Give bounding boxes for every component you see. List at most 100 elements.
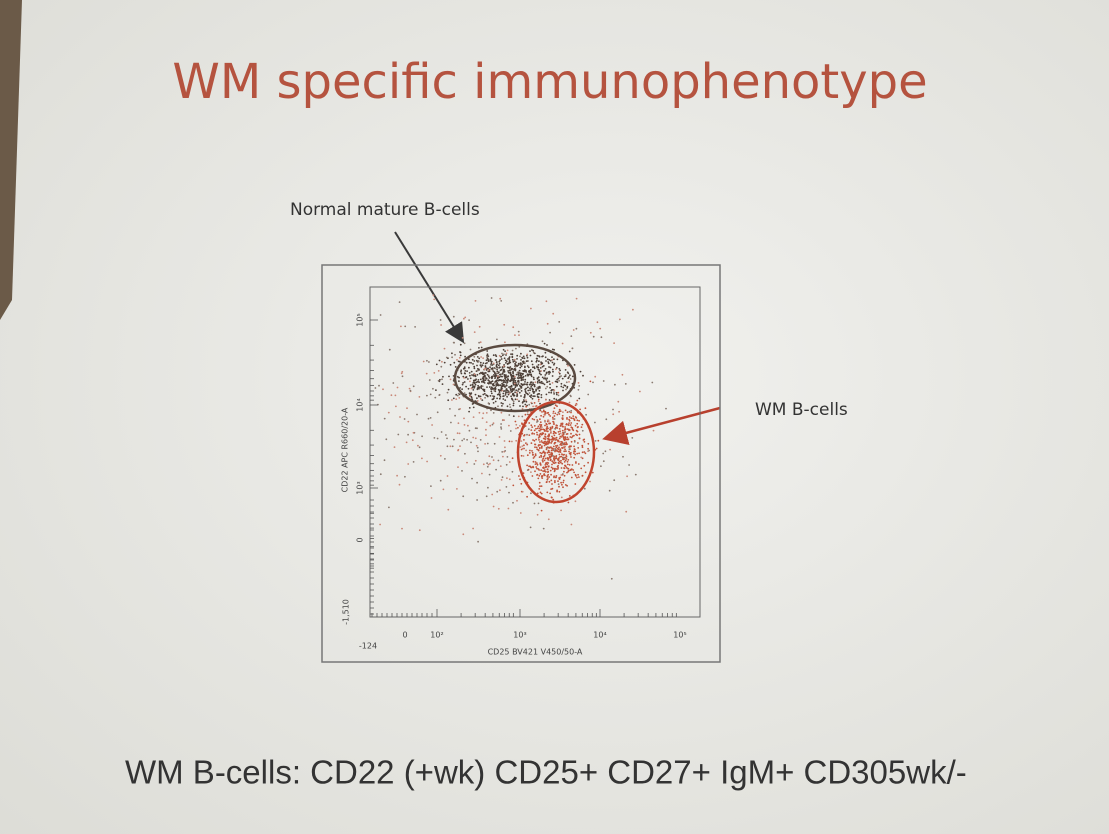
event-dot [548, 451, 551, 454]
event-dot [567, 428, 570, 431]
y-axis-label: CD22 APC R660/20-A [341, 407, 350, 492]
event-dot [511, 387, 514, 390]
event-dot [484, 379, 487, 382]
event-dot [554, 450, 556, 453]
event-dot [525, 399, 527, 401]
event-dot [585, 413, 587, 416]
event-dot [379, 523, 381, 526]
slide-title: WM specific immunophenotype [172, 54, 927, 110]
event-dot [553, 362, 556, 365]
event-dot [544, 470, 547, 473]
event-dot [439, 378, 441, 381]
event-dot [459, 445, 461, 447]
event-dot [549, 415, 552, 417]
event-dot [558, 462, 560, 465]
event-dot [510, 384, 513, 387]
footer-text: WM B-cells: CD22 (+wk) CD25+ CD27+ IgM+ … [125, 754, 967, 791]
event-dot [538, 430, 541, 432]
event-dot [553, 418, 556, 420]
arrow-wm [602, 406, 721, 445]
event-dot [457, 448, 460, 451]
event-dot [587, 442, 590, 445]
event-dot [521, 415, 524, 418]
event-dot [495, 468, 497, 471]
event-dot [529, 449, 531, 452]
event-dot [565, 388, 567, 391]
event-dot [557, 467, 560, 469]
event-dot [558, 428, 561, 430]
event-dot [549, 469, 552, 472]
event-dot [453, 438, 455, 441]
event-dot [544, 435, 546, 438]
event-dot [510, 395, 512, 398]
event-dot [558, 408, 561, 411]
event-dot [617, 400, 620, 403]
event-dot [528, 403, 531, 406]
event-dot [496, 366, 498, 369]
event-dot [584, 407, 587, 410]
event-dot [618, 410, 620, 413]
event-dot [558, 437, 561, 440]
event-dot [405, 441, 408, 444]
event-dot [530, 424, 533, 427]
event-dot [515, 427, 517, 430]
event-dot [458, 380, 460, 382]
event-dot [548, 440, 551, 443]
event-dot [522, 472, 525, 474]
event-dot [497, 379, 500, 382]
event-dot [496, 370, 499, 373]
event-dot [564, 436, 567, 439]
event-dot [594, 421, 596, 424]
event-dot [562, 425, 564, 428]
event-dot [494, 400, 497, 403]
event-dot [548, 480, 551, 483]
event-dot [479, 395, 482, 398]
event-dot [621, 373, 624, 376]
event-dot [487, 486, 489, 489]
event-dot [530, 492, 532, 495]
event-dot [483, 374, 486, 376]
event-dot [532, 395, 535, 398]
event-dot [562, 486, 564, 489]
event-dot [511, 349, 514, 352]
event-dot [571, 347, 574, 350]
event-dot [414, 326, 416, 328]
event-dot [535, 427, 537, 430]
event-dot [566, 411, 569, 414]
event-dot [445, 356, 448, 359]
event-dot [436, 411, 439, 414]
event-dot [521, 408, 524, 410]
event-dot [543, 470, 546, 473]
event-dot [536, 427, 539, 430]
event-dot [567, 501, 570, 504]
event-dot [407, 463, 410, 465]
event-dot [509, 386, 511, 388]
event-dot [514, 379, 517, 382]
event-dot [484, 443, 486, 445]
event-dot [508, 491, 510, 494]
event-dot [509, 368, 511, 371]
event-dot [536, 474, 538, 476]
event-dot [467, 424, 469, 427]
event-dot [451, 352, 453, 355]
event-dot [567, 377, 570, 380]
event-dot [504, 381, 507, 384]
event-dot [496, 368, 498, 371]
event-dot [516, 398, 519, 401]
event-dot [575, 417, 578, 419]
event-dot [568, 495, 571, 497]
event-dot [552, 370, 554, 373]
event-dot [428, 379, 431, 381]
event-dot [471, 477, 473, 480]
event-dot [458, 432, 461, 435]
event-dot [565, 457, 568, 460]
event-dot [481, 385, 484, 388]
event-dot [511, 358, 514, 361]
event-dot [525, 442, 528, 445]
annotation-wm: WM B-cells [755, 400, 848, 420]
event-dot [489, 395, 492, 397]
event-dot [555, 366, 558, 369]
event-dot [542, 527, 545, 530]
event-dot [567, 470, 570, 473]
event-dot [518, 475, 520, 477]
